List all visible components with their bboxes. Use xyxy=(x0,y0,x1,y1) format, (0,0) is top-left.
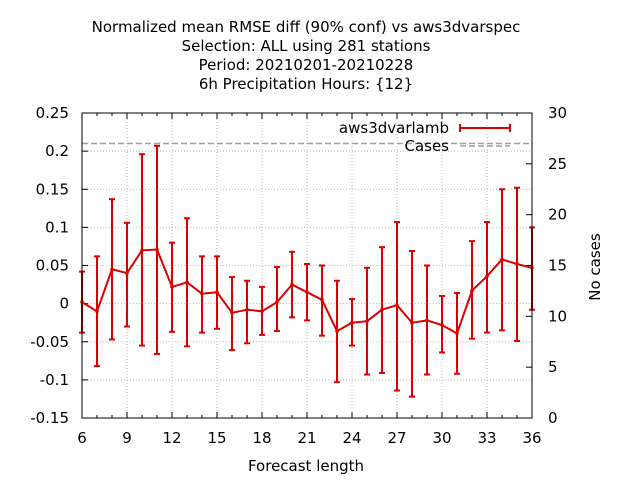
chart-title: Normalized mean RMSE diff (90% conf) vs … xyxy=(92,18,521,93)
data-point xyxy=(455,331,459,336)
data-point xyxy=(170,285,174,289)
data-point xyxy=(200,291,204,296)
data-point xyxy=(320,298,324,302)
title-line-2: Selection: ALL using 281 stations xyxy=(182,37,431,55)
data-point xyxy=(410,320,414,325)
data-point xyxy=(515,262,519,266)
data-point xyxy=(215,290,219,294)
y2-tick-label: 25 xyxy=(548,155,567,173)
y-tick-label: -0.15 xyxy=(30,409,69,427)
x-tick-label: 27 xyxy=(387,429,406,447)
data-point xyxy=(305,290,309,294)
legend-label-cases: Cases xyxy=(404,137,449,155)
data-point xyxy=(260,309,264,314)
y2-tick-label: 15 xyxy=(548,257,567,275)
data-point xyxy=(440,323,444,327)
legend-label-aws3dvarlamb: aws3dvarlamb xyxy=(339,119,449,137)
data-point xyxy=(350,320,354,325)
data-point xyxy=(110,267,114,272)
y-tick-label: 0 xyxy=(59,295,69,313)
data-point xyxy=(395,303,399,307)
series-line xyxy=(80,247,534,336)
data-point xyxy=(335,329,339,333)
x-tick-label: 18 xyxy=(252,429,271,447)
y-tick-label: -0.1 xyxy=(40,371,69,389)
x-tick-label: 6 xyxy=(77,429,87,447)
y2-tick-label: 20 xyxy=(548,206,567,224)
y2-tick-label: 0 xyxy=(548,409,558,427)
data-point xyxy=(95,309,99,314)
data-point xyxy=(290,282,294,287)
data-point xyxy=(185,280,189,285)
title-line-3: Period: 20210201-20210228 xyxy=(199,56,414,74)
x-tick-label: 9 xyxy=(122,429,132,447)
title-line-1: Normalized mean RMSE diff (90% conf) vs … xyxy=(92,18,521,36)
x-tick-label: 30 xyxy=(432,429,451,447)
data-point xyxy=(155,247,159,252)
data-point xyxy=(500,257,504,262)
plot-frame xyxy=(81,112,533,419)
x-tick-label: 36 xyxy=(522,429,541,447)
y-tick-label: -0.05 xyxy=(30,333,69,351)
x-tick-label: 12 xyxy=(162,429,181,447)
data-point xyxy=(485,274,489,278)
data-point xyxy=(140,248,144,253)
data-point xyxy=(230,310,234,315)
y2-tick-label: 5 xyxy=(548,358,558,376)
data-point xyxy=(470,288,474,293)
data-point xyxy=(125,271,129,275)
data-point xyxy=(425,318,429,323)
y-tick-label: 0.1 xyxy=(45,218,69,236)
title-line-4: 6h Precipitation Hours: {12} xyxy=(199,75,413,93)
y2-tick-label: 30 xyxy=(548,104,567,122)
legend: aws3dvarlamb Cases xyxy=(339,119,511,155)
data-point xyxy=(365,319,369,323)
y-tick-label: 0.05 xyxy=(36,257,69,275)
data-point xyxy=(380,307,384,312)
y-tick-label: 0.25 xyxy=(36,104,69,122)
y-tick-label: 0.2 xyxy=(45,142,69,160)
x-tick-label: 15 xyxy=(207,429,226,447)
data-point xyxy=(275,300,279,304)
x-tick-label: 24 xyxy=(342,429,361,447)
x-axis-label: Forecast length xyxy=(248,457,364,475)
ticks: 6 9 12 15 18 21 24 27 30 33 36 0.25 0.2 0.15 0.1 0.05 0 -… xyxy=(30,104,567,447)
y2-axis-label: No cases xyxy=(586,233,604,301)
y-tick-label: 0.15 xyxy=(36,180,69,198)
x-tick-label: 21 xyxy=(297,429,316,447)
data-point xyxy=(245,307,249,312)
y2-tick-label: 10 xyxy=(548,307,567,325)
x-tick-label: 33 xyxy=(477,429,496,447)
